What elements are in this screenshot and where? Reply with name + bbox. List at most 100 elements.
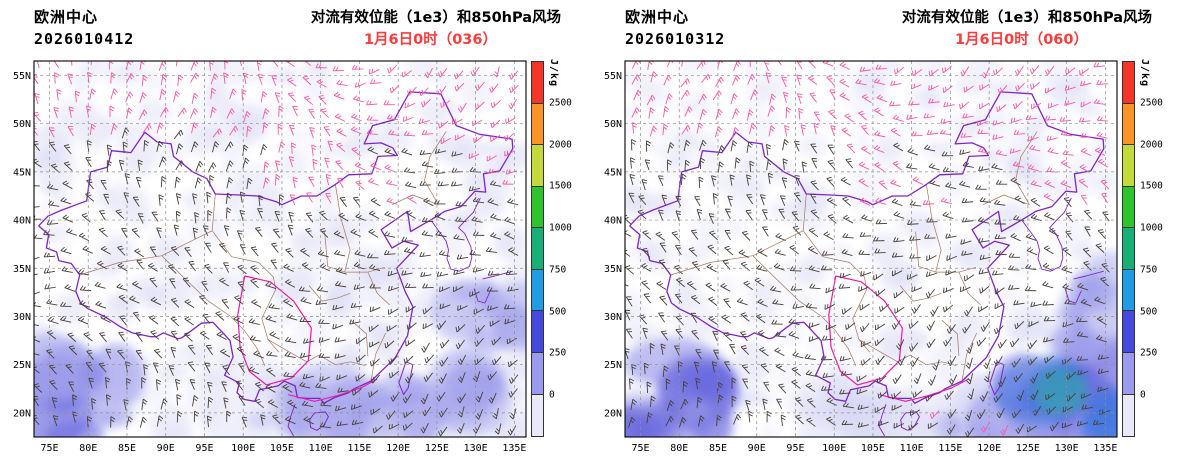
lat-tick-label: 35N [604, 264, 622, 275]
colorbar: J/kg 2500 2000 1500 1000 750 500 250 0 [1119, 57, 1175, 459]
colorbar-scale [531, 61, 544, 438]
model-source-label: 欧洲中心 [625, 8, 690, 26]
colorbar: J/kg 2500 2000 1500 1000 750 500 250 0 [528, 57, 584, 459]
colorbar-tick-label: 750 [1140, 264, 1158, 276]
map-row: 55N 50N 45N 40N 35N 30N 25N 20N 75E 80E 85E 90E 95E 1… [0, 57, 591, 460]
colorbar-segment [532, 145, 543, 187]
colorbar-tick-label: 250 [549, 347, 567, 359]
lat-tick-label: 50N [604, 119, 622, 130]
lon-tick-label: 80E [79, 443, 97, 454]
weather-map: 55N 50N 45N 40N 35N 30N 25N 20N 75E 80E 85E 90E 95E 1… [0, 57, 528, 460]
lat-lon-grid [34, 61, 526, 438]
colorbar-tick-label: 750 [549, 264, 567, 276]
lon-tick-label: 90E [157, 443, 175, 454]
lon-tick-label: 130E [464, 443, 488, 454]
map-row: 55N 50N 45N 40N 35N 30N 25N 20N 75E 80E 85E 90E 95E 1… [591, 57, 1182, 460]
colorbar-tick-label: 500 [1140, 306, 1158, 318]
colorbar-segment [532, 228, 543, 270]
lat-tick-label: 25N [604, 360, 622, 371]
valid-time-label: 1月6日0时（060） [954, 32, 1088, 49]
colorbar-segment [1123, 186, 1134, 229]
chart-title: 对流有效位能（1e3）和850hPa风场 [901, 10, 1152, 26]
valid-time-label: 1月6日0时（036） [363, 32, 497, 49]
axis-labels: 55N 50N 45N 40N 35N 30N 25N 20N 75E 80E 85E 90E 95E 1… [13, 71, 526, 454]
map-frame [33, 60, 527, 438]
colorbar-unit-label: J/kg [548, 59, 559, 88]
lon-tick-label: 80E [670, 443, 688, 454]
wind-barbs [34, 61, 519, 437]
lon-tick-label: 105E [861, 443, 885, 454]
map-content [625, 61, 1117, 438]
lon-tick-label: 115E [347, 443, 371, 454]
axis-labels: 55N 50N 45N 40N 35N 30N 25N 20N 75E 80E 85E 90E 95E 1… [604, 71, 1117, 454]
colorbar-segment [1123, 269, 1134, 312]
colorbar-segment [1123, 145, 1134, 187]
init-time-label: 2026010312 [625, 30, 726, 49]
lon-tick-label: 135E [502, 443, 526, 454]
lon-tick-label: 110E [900, 443, 924, 454]
lon-tick-label: 95E [786, 443, 804, 454]
lat-tick-label: 25N [13, 360, 31, 371]
wind-barbs [625, 61, 1110, 438]
lat-tick-label: 50N [13, 119, 31, 130]
weather-map: 55N 50N 45N 40N 35N 30N 25N 20N 75E 80E 85E 90E 95E 1… [591, 57, 1119, 460]
lon-tick-label: 120E [386, 443, 410, 454]
colorbar-tick-label: 1000 [1140, 222, 1163, 234]
header-row-2: 2026010412 1月6日0时（036） [34, 29, 561, 51]
lon-tick-label: 105E [270, 443, 294, 454]
colorbar-segment [1123, 352, 1134, 395]
lon-tick-label: 110E [309, 443, 333, 454]
chart-title: 对流有效位能（1e3）和850hPa风场 [310, 10, 561, 26]
init-time-label: 2026010412 [34, 30, 135, 49]
colorbar-tick-label: 2500 [1140, 97, 1163, 109]
lat-lon-grid [625, 61, 1117, 438]
lon-tick-label: 120E [977, 443, 1001, 454]
lon-tick-label: 85E [709, 443, 727, 454]
colorbar-unit-label: J/kg [1139, 59, 1150, 88]
colorbar-tick-label: 2500 [549, 97, 572, 109]
colorbar-tick-label: 250 [1140, 347, 1158, 359]
colorbar-tick-label: 500 [549, 306, 567, 318]
lat-tick-label: 40N [604, 216, 622, 227]
lat-tick-label: 55N [604, 71, 622, 82]
colorbar-segment [1123, 228, 1134, 270]
colorbar-tick-label: 1000 [549, 222, 572, 234]
lon-tick-label: 95E [195, 443, 213, 454]
colorbar-segment [532, 394, 543, 437]
model-source-label: 欧洲中心 [34, 8, 99, 26]
lat-tick-label: 45N [13, 167, 31, 178]
header-row-1: 欧洲中心 对流有效位能（1e3）和850hPa风场 [34, 7, 561, 29]
lon-tick-label: 130E [1055, 443, 1079, 454]
colorbar-segment [532, 62, 543, 104]
colorbar-segment [1123, 394, 1134, 437]
colorbar-segment [532, 311, 543, 353]
colorbar-tick-label: 1500 [1140, 180, 1163, 192]
colorbar-tick-label: 0 [1140, 389, 1146, 401]
lon-tick-label: 100E [231, 443, 255, 454]
colorbar-segment [532, 269, 543, 312]
lon-tick-label: 125E [1016, 443, 1040, 454]
lat-tick-label: 30N [604, 312, 622, 323]
forecast-panel-left: 欧洲中心 对流有效位能（1e3）和850hPa风场 2026010412 1月6… [0, 0, 591, 460]
lat-tick-label: 30N [13, 312, 31, 323]
forecast-panel-right: 欧洲中心 对流有效位能（1e3）和850hPa风场 2026010312 1月6… [591, 0, 1182, 465]
lon-tick-label: 75E [631, 443, 649, 454]
lat-tick-label: 20N [604, 408, 622, 419]
lat-tick-label: 45N [604, 167, 622, 178]
lon-tick-label: 135E [1093, 443, 1117, 454]
lat-tick-label: 35N [13, 264, 31, 275]
lon-tick-label: 75E [40, 443, 58, 454]
panel-header: 欧洲中心 对流有效位能（1e3）和850hPa风场 2026010312 1月6… [591, 0, 1182, 51]
colorbar-tick-label: 2000 [549, 139, 572, 151]
colorbar-segment [532, 352, 543, 395]
colorbar-tick-label: 2000 [1140, 139, 1163, 151]
lat-tick-label: 20N [13, 408, 31, 419]
colorbar-segment [532, 103, 543, 146]
header-row-1: 欧洲中心 对流有效位能（1e3）和850hPa风场 [625, 7, 1152, 29]
map-content [34, 61, 526, 438]
colorbar-segment [532, 186, 543, 229]
panel-header: 欧洲中心 对流有效位能（1e3）和850hPa风场 2026010412 1月6… [0, 0, 591, 51]
colorbar-segment [1123, 311, 1134, 353]
colorbar-scale [1122, 61, 1135, 438]
